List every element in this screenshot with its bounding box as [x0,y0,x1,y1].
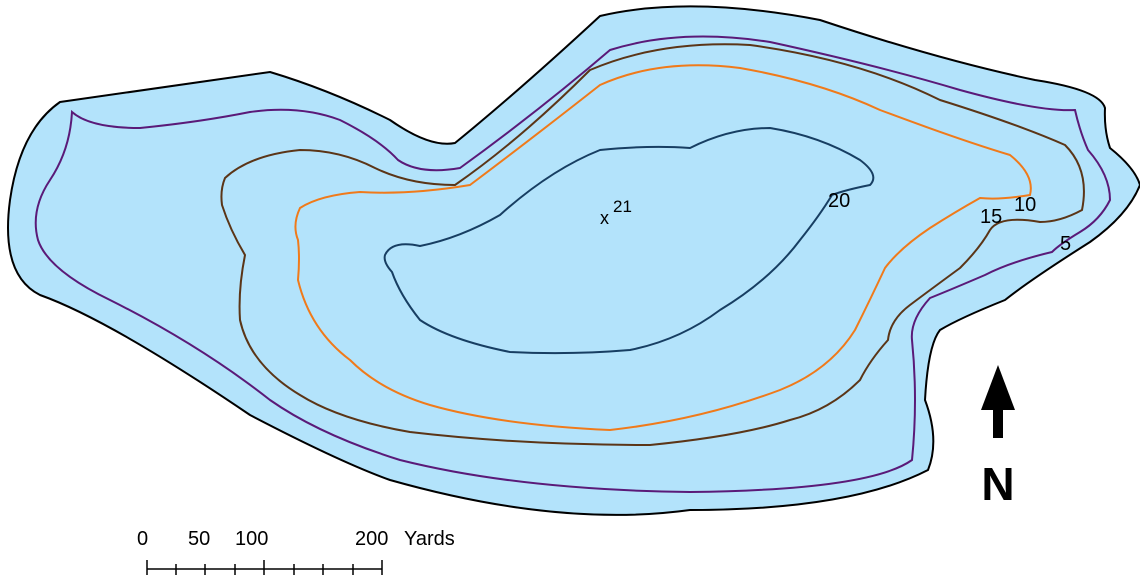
contour-label-15: 15 [980,206,1002,228]
scale-unit: Yards [404,528,455,550]
scale-bar [146,560,383,575]
lake-shoreline [7,5,1140,516]
north-arrow-letter: N [981,458,1014,510]
spot-depth-value: 21 [613,197,632,216]
contour-line-20 [383,126,875,355]
contour-label-5: 5 [1060,233,1071,255]
contour-line-5 [34,35,1112,494]
scale-label-0: 0 [137,528,148,550]
north-arrow-icon [981,365,1015,438]
contour-line-15 [294,64,1032,432]
scale-label-50: 50 [188,528,210,550]
scale-label-200: 200 [355,528,388,550]
contour-label-10: 10 [1014,194,1036,216]
scale-label-100: 100 [235,528,268,550]
spot-depth-marker: x [600,208,609,228]
contour-line-10 [220,43,1085,447]
contour-label-20: 20 [828,190,850,212]
